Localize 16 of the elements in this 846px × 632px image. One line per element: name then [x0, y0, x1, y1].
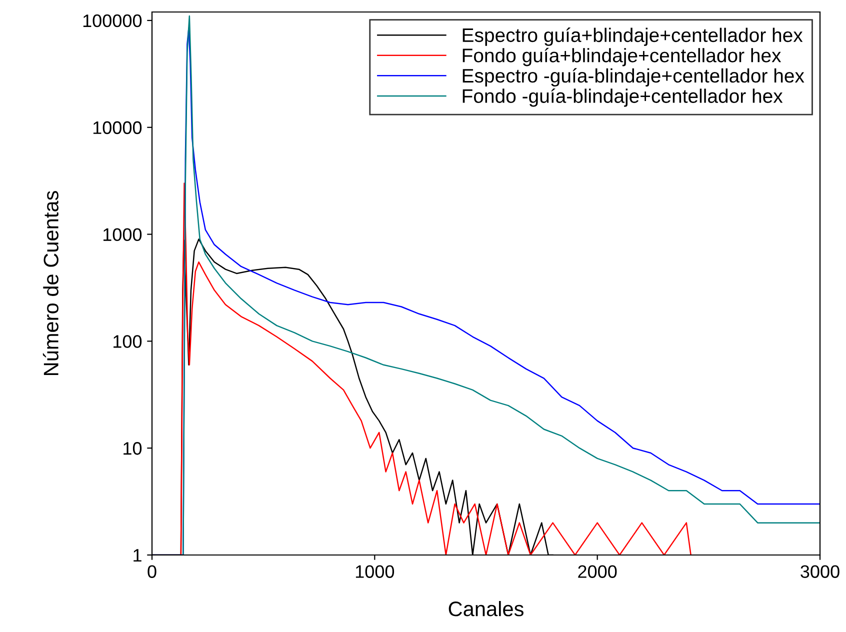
x-tick-label: 0 — [148, 565, 156, 578]
legend-label: Fondo -guía-blindaje+centellador hex — [462, 88, 783, 107]
x-tick-label: 1000 — [356, 565, 394, 578]
y-tick-label: 10000 — [93, 121, 142, 134]
x-tick-label: 2000 — [578, 565, 617, 578]
x-tick-label: 3000 — [800, 565, 840, 578]
y-tick-label: 1000 — [103, 228, 142, 241]
x-axis-title: Canales — [448, 601, 524, 616]
legend-label: Fondo guía+blindaje+centellador hex — [462, 48, 782, 66]
y-tick-label: 100 — [114, 335, 142, 348]
y-tick-label: 1 — [134, 549, 142, 562]
legend-label: Espectro -guía-blindaje+centellador hex — [462, 68, 804, 87]
y-tick-label: 10 — [124, 442, 142, 455]
y-tick-label: 100000 — [83, 14, 142, 28]
legend-label: Espectro guía+blindaje+centellador hex — [462, 28, 803, 46]
y-axis-title: Número de Cuentas — [42, 191, 58, 376]
